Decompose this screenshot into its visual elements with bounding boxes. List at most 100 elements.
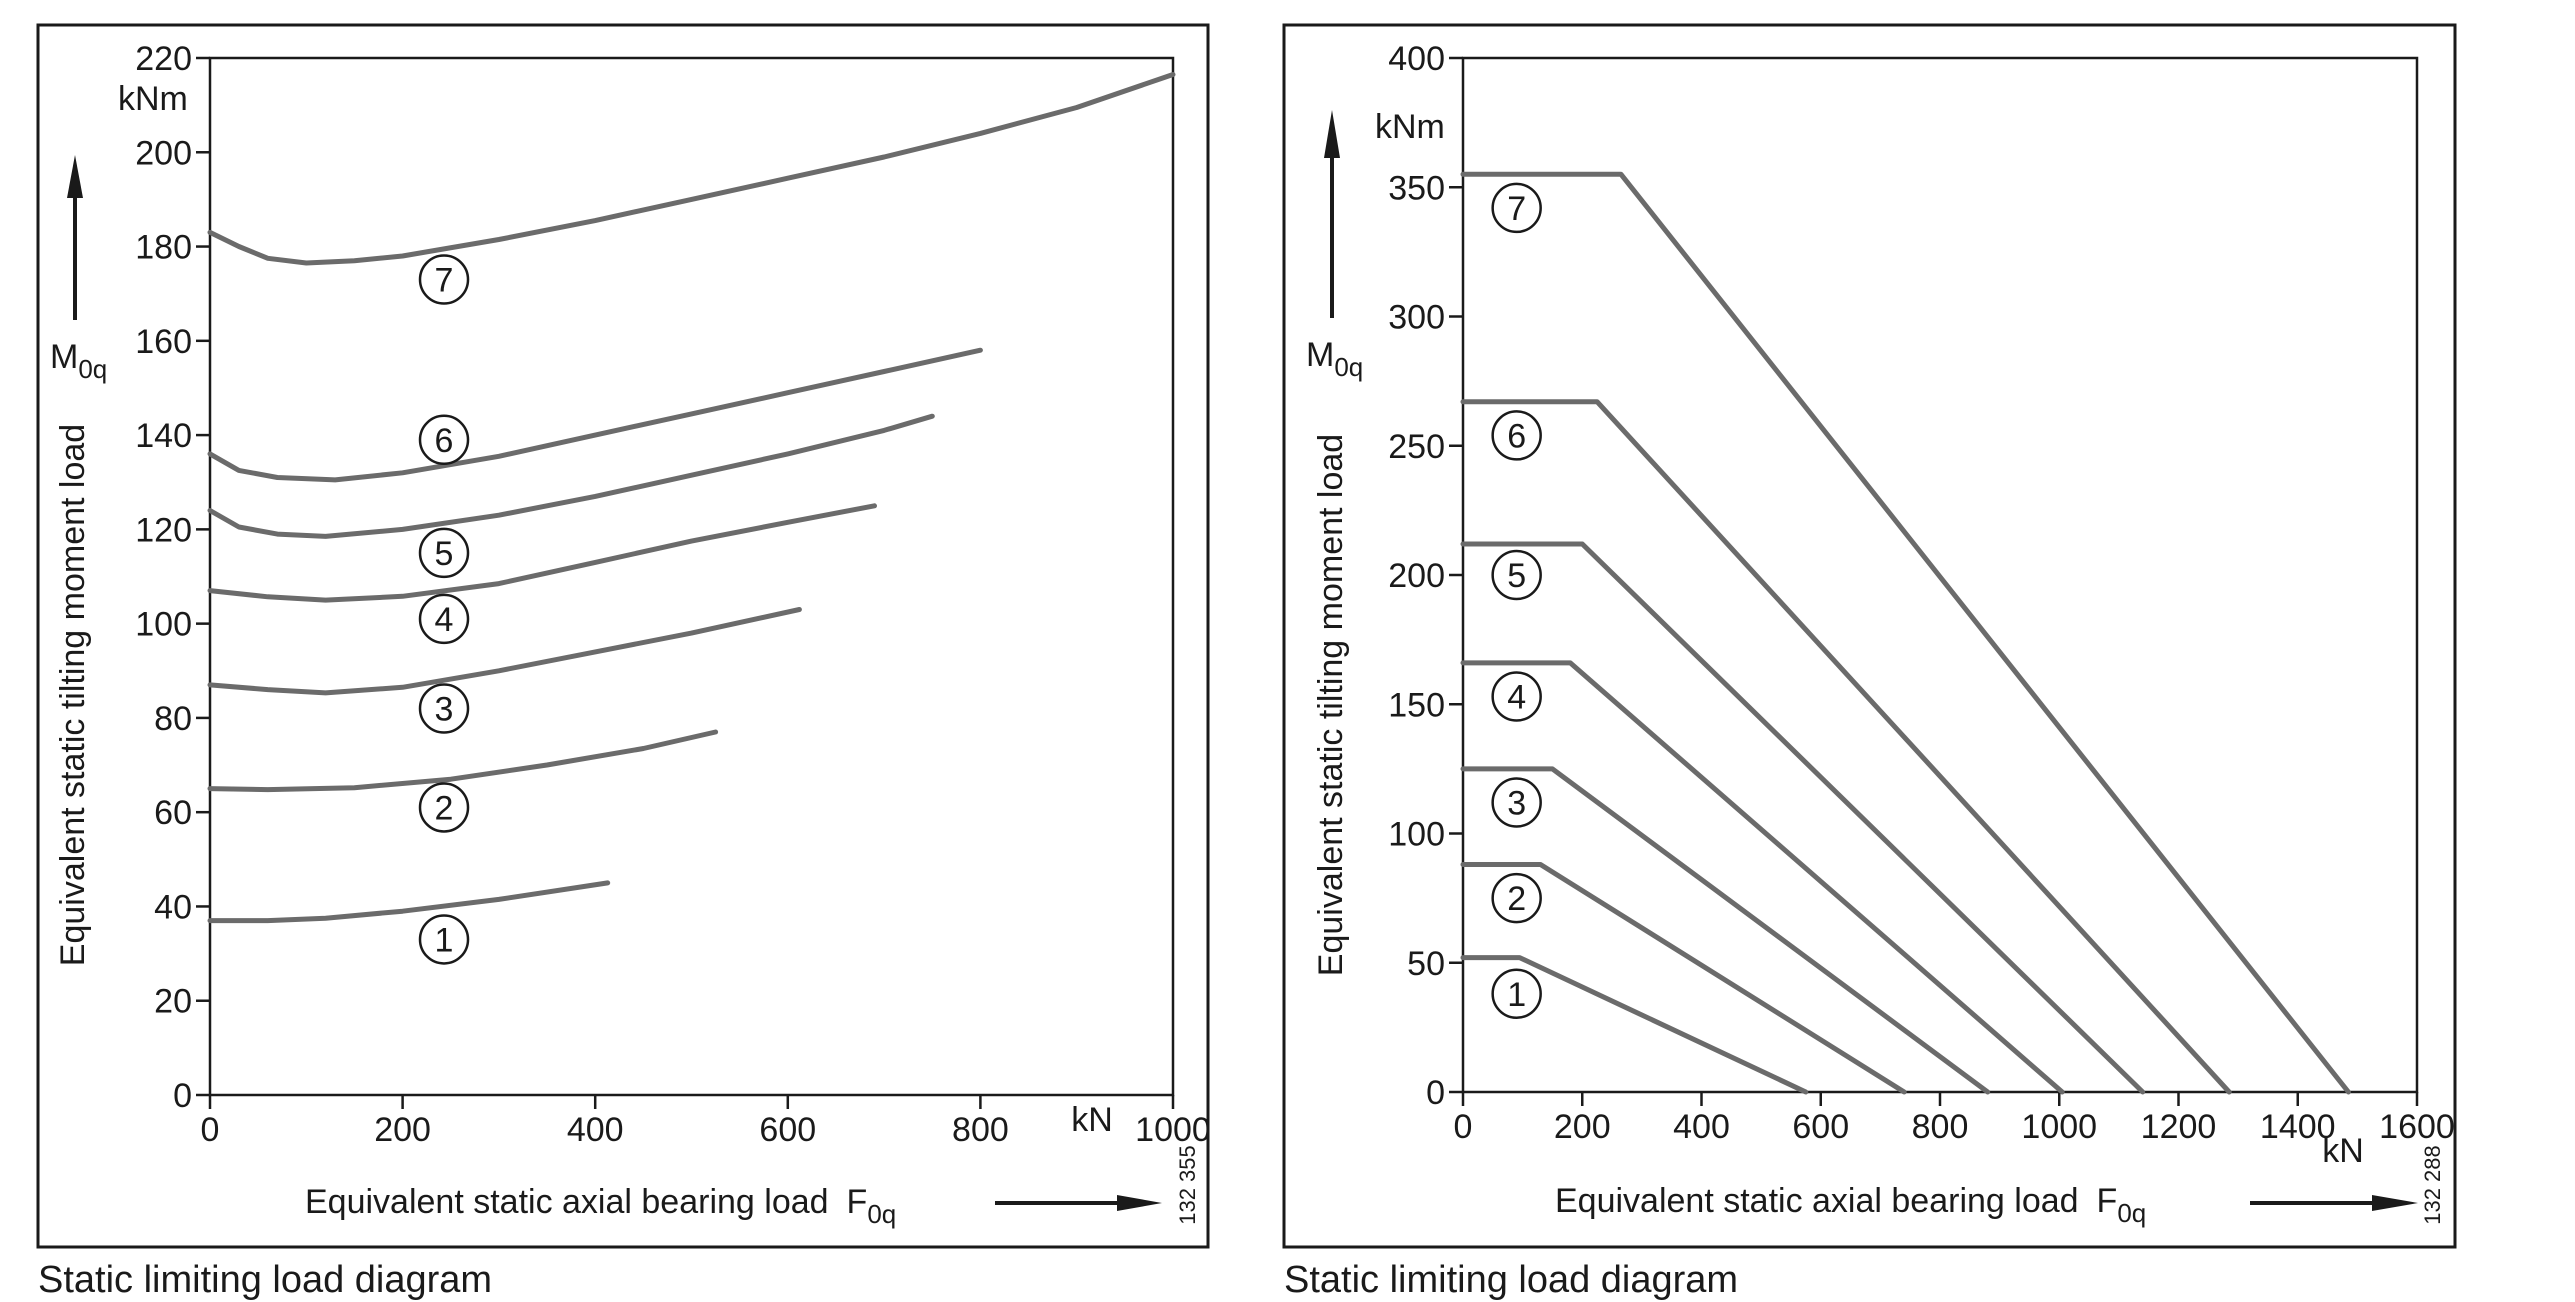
series-label-3: 3 [1507,784,1526,822]
series-label-4: 4 [435,601,454,639]
x-unit-label: kN [2322,1132,2364,1170]
series-label-5: 5 [435,535,454,573]
x-tick-label: 200 [374,1111,431,1149]
y-tick-label: 120 [135,511,192,549]
y-axis-symbol: M0q [1306,336,1363,382]
x-tick-label: 600 [759,1111,816,1149]
series-line-3 [1460,766,1991,1095]
series-label-ring-2 [418,782,470,833]
series-line-2 [1460,862,1907,1095]
series-line-2 [207,729,719,793]
y-direction-arrow [67,155,83,320]
series-line-7 [1460,171,2351,1095]
x-axis-title: Equivalent static axial bearing load F0q [1555,1182,2146,1228]
y-tick-label: 0 [1426,1074,1445,1112]
y-unit-label: kNm [1375,108,1445,146]
chart-panel-right: 0 50 100 150 200 250 300 350 400 0 200 400 600 800 10… [1260,0,2575,1301]
y-ticks: 0 20 40 60 80 100 120 140 160 180 200 220 [135,40,210,1115]
y-tick-label: 0 [173,1077,192,1115]
y-tick-label: 160 [135,323,192,361]
chart-caption-right: Static limiting load diagram [1284,1259,1739,1301]
y-tick-label: 400 [1388,40,1445,78]
x-tick-label: 1000 [1135,1111,1211,1149]
x-tick-label: 1600 [2379,1108,2455,1146]
chart-frame [36,23,1210,1249]
y-tick-label: 350 [1388,169,1445,207]
series-label-ring-1 [418,914,470,965]
x-tick-label: 1200 [2141,1108,2217,1146]
series-label-3: 3 [435,690,454,728]
series-line-4 [207,503,877,603]
series-label-7: 7 [1507,190,1526,228]
y-tick-label: 300 [1388,299,1445,337]
y-tick-label: 250 [1388,428,1445,466]
series-lines [1460,171,2351,1095]
chart-frame [1282,23,2457,1249]
y-tick-label: 100 [1388,816,1445,854]
series-label-ring-6 [418,414,470,466]
series-line-6 [1460,399,2232,1095]
y-tick-label: 200 [135,134,192,172]
series-line-1 [1460,955,1809,1095]
series-line-6 [207,347,983,483]
series-label-4: 4 [1507,678,1526,716]
y-tick-label: 220 [135,40,192,78]
y-tick-label: 150 [1388,686,1445,724]
x-ticks: 0 200 400 600 800 1000 1200 1400 1600 [1454,1092,2455,1146]
series-label-6: 6 [1507,417,1526,455]
y-tick-label: 100 [135,606,192,644]
y-ticks: 0 50 100 150 200 250 300 350 400 [1388,40,1463,1112]
series-label-ring-4 [418,593,470,645]
x-tick-label: 1400 [2260,1108,2336,1146]
series-label-7: 7 [435,262,454,300]
y-tick-label: 50 [1407,945,1445,983]
series-label-6: 6 [435,422,454,460]
series-label-1: 1 [1507,976,1526,1014]
x-unit-label: kN [1071,1101,1113,1139]
y-tick-label: 20 [154,983,192,1021]
series-label-ring-1 [1491,968,1542,1020]
series-line-3 [207,607,802,696]
series-label-ring-7 [1491,182,1542,234]
y-tick-label: 200 [1388,557,1445,595]
chart-caption-left: Static limiting load diagram [38,1259,493,1301]
series-line-5 [207,413,935,539]
x-tick-label: 0 [1454,1108,1473,1146]
y-tick-label: 180 [135,229,192,267]
y-tick-label: 60 [154,794,192,832]
series-label-2: 2 [435,789,454,827]
series-label-ring-7 [418,254,470,305]
series-labels: 1 2 3 4 5 6 7 [418,254,470,965]
y-unit-label: kNm [118,80,188,118]
x-axis-title: Equivalent static axial bearing load F0q [305,1183,896,1229]
y-tick-label: 80 [154,700,192,738]
image-code: 132 288 [2420,1145,2445,1225]
series-line-5 [1460,541,2146,1095]
plot-axes [208,56,1175,1097]
x-ticks: 0 200 400 600 800 1000 [201,1095,1211,1149]
x-direction-arrow [995,1195,1162,1211]
y-direction-arrow [1324,110,1340,318]
x-tick-label: 200 [1554,1108,1611,1146]
image-code: 132 355 [1175,1145,1200,1225]
x-tick-label: 600 [1792,1108,1849,1146]
y-axis-title: Equivalent static tilting moment load [54,424,92,966]
x-tick-label: 1000 [2021,1108,2097,1146]
plot-area-border [208,56,1175,1097]
series-label-ring-3 [1491,777,1542,828]
series-line-4 [1460,660,2065,1095]
y-axis-symbol: M0q [50,338,107,384]
series-label-ring-6 [1491,410,1542,461]
series-label-ring-3 [418,683,470,734]
series-line-1 [207,880,611,924]
y-tick-label: 40 [154,888,192,926]
series-lines [207,72,1176,924]
series-label-5: 5 [1507,557,1526,595]
series-labels: 1 2 3 4 5 6 7 [1491,182,1542,1020]
x-tick-label: 800 [1912,1108,1969,1146]
x-tick-label: 400 [567,1111,624,1149]
series-label-ring-2 [1491,872,1542,924]
series-label-2: 2 [1507,880,1526,918]
